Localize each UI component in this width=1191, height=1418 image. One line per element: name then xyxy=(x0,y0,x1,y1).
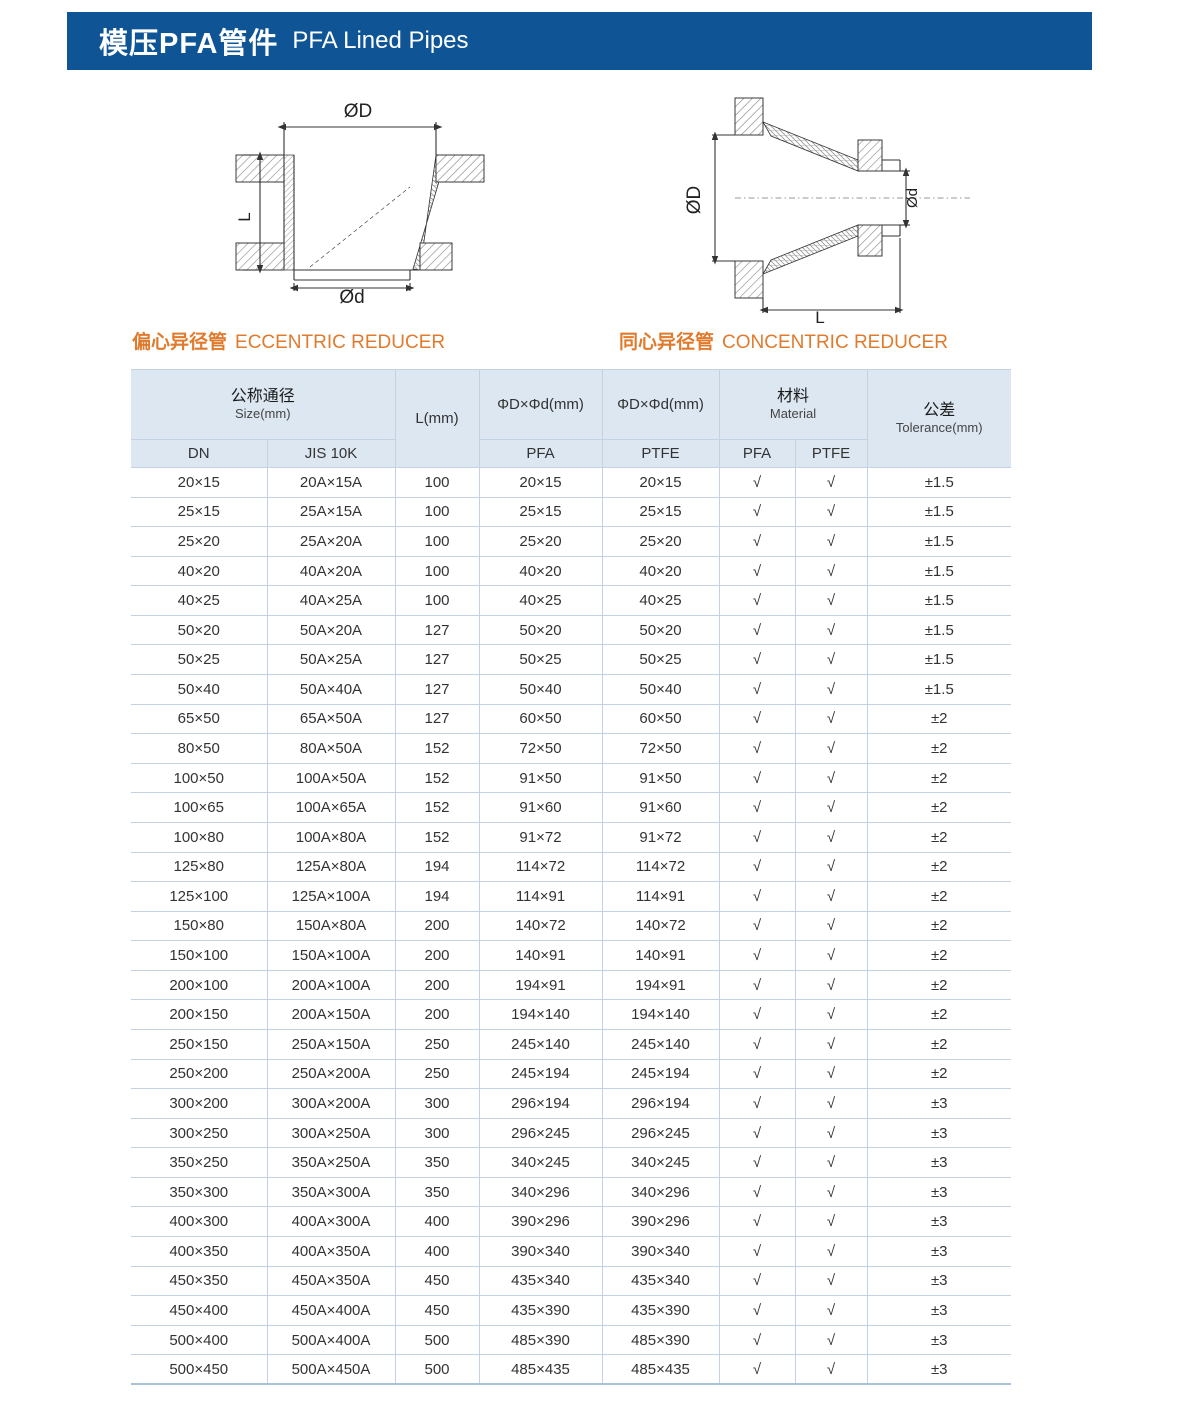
svg-text:L: L xyxy=(815,308,824,327)
svg-text:L: L xyxy=(235,212,254,221)
svg-text:ØD: ØD xyxy=(344,101,373,122)
svg-text:Ød: Ød xyxy=(339,287,364,308)
svg-text:ØD: ØD xyxy=(684,186,705,215)
